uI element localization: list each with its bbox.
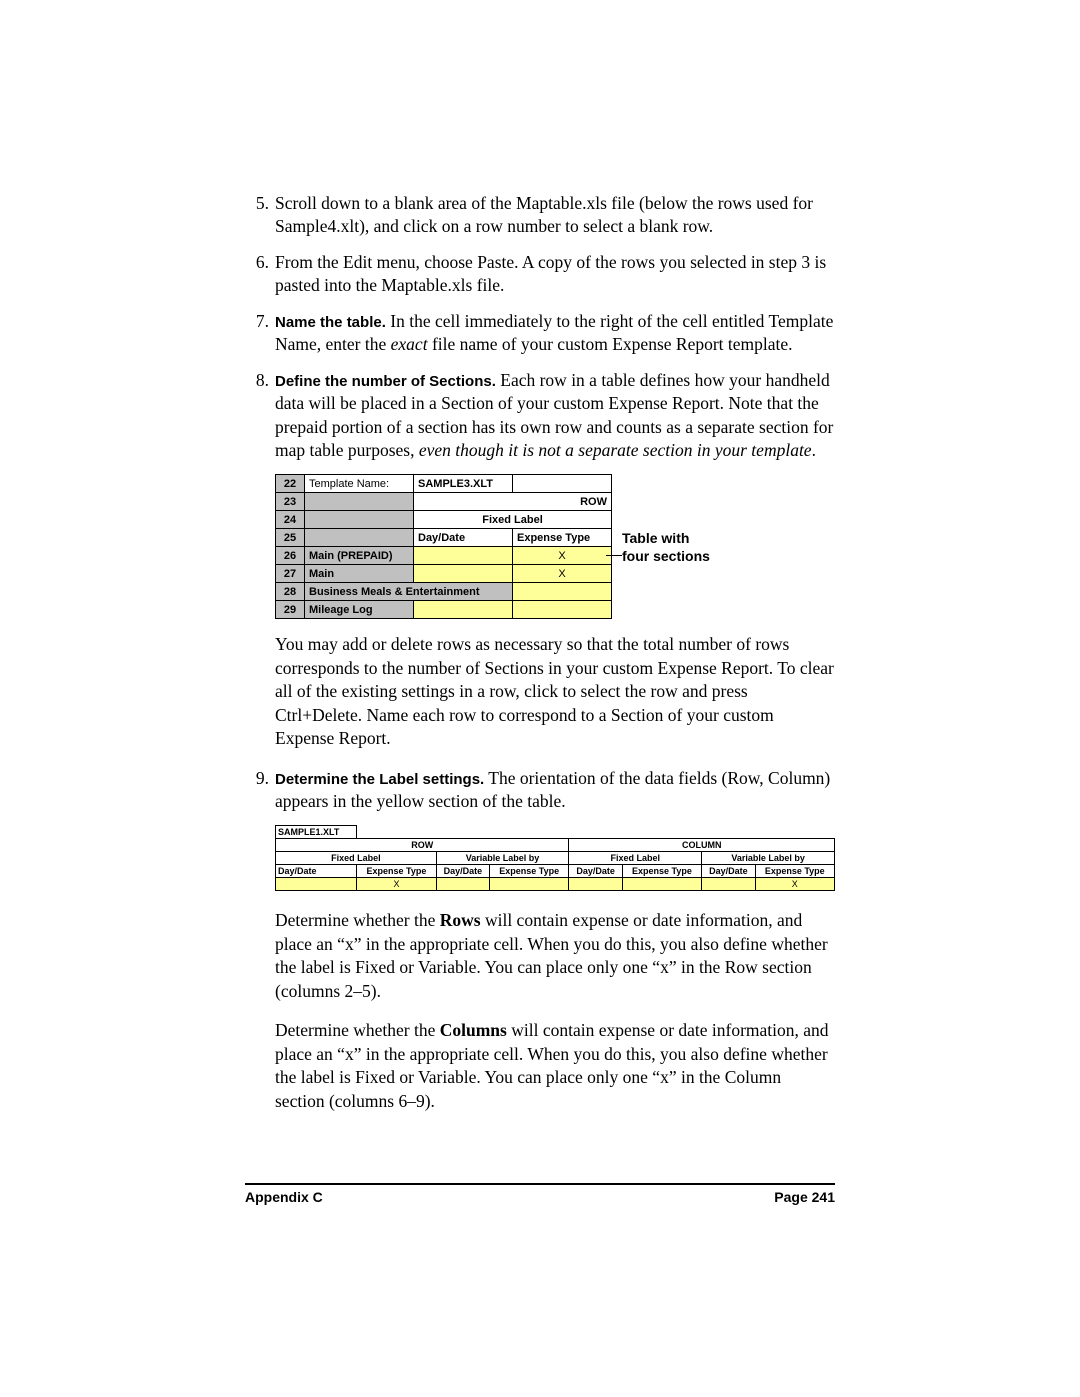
page-footer: Appendix C Page 241	[245, 1183, 835, 1205]
expense-type-col: Expense Type	[357, 865, 436, 878]
step-number: 5.	[245, 192, 275, 239]
callout-label: Table with four sections	[622, 529, 710, 565]
x-mark: X	[513, 565, 612, 583]
step-text: Determine the Label settings. The orient…	[275, 767, 835, 814]
expense-type-col: Expense Type	[622, 865, 701, 878]
step-8: 8. Define the number of Sections. Each r…	[245, 369, 835, 463]
ordered-steps-cont: 9. Determine the Label settings. The ori…	[245, 767, 835, 814]
empty-cell	[513, 475, 612, 493]
row-header: ROW	[276, 839, 569, 852]
content-column: 5. Scroll down to a blank area of the Ma…	[245, 192, 835, 1113]
step-lead: Name the table.	[275, 314, 386, 331]
row-number: 26	[276, 547, 305, 565]
callout-line2: four sections	[622, 548, 710, 564]
row-number: 29	[276, 601, 305, 619]
template-name-value: SAMPLE3.XLT	[414, 475, 513, 493]
row-header: ROW	[414, 493, 612, 511]
para-rows: Determine whether the Rows will contain …	[275, 909, 835, 1003]
empty-cell	[490, 878, 569, 891]
empty-cell	[622, 878, 701, 891]
empty-cell	[276, 878, 357, 891]
expense-type-col: Expense Type	[490, 865, 569, 878]
step-text: Scroll down to a blank area of the Mapta…	[275, 192, 835, 239]
empty-cell	[305, 511, 414, 529]
step-text: Define the number of Sections. Each row …	[275, 369, 835, 463]
empty-cell	[436, 878, 489, 891]
step-em: even though it is not a separate section…	[419, 440, 812, 460]
step-text: Name the table. In the cell immediately …	[275, 310, 835, 357]
rows-bold: Rows	[440, 910, 481, 930]
empty-cell	[414, 547, 513, 565]
x-mark: X	[357, 878, 436, 891]
step-5: 5. Scroll down to a blank area of the Ma…	[245, 192, 835, 239]
step-number: 6.	[245, 251, 275, 298]
daydate-col: Day/Date	[702, 865, 755, 878]
step-7: 7. Name the table. In the cell immediate…	[245, 310, 835, 357]
step-9: 9. Determine the Label settings. The ori…	[245, 767, 835, 814]
empty-cell	[513, 583, 612, 601]
daydate-header: Day/Date	[414, 529, 513, 547]
row-number: 23	[276, 493, 305, 511]
empty-cell	[702, 878, 755, 891]
x-mark: X	[755, 878, 835, 891]
footer-right: Page 241	[774, 1189, 835, 1205]
step-lead: Determine the Label settings.	[275, 771, 484, 788]
x-mark: X	[513, 547, 612, 565]
column-header: COLUMN	[569, 839, 835, 852]
step-number: 7.	[245, 310, 275, 357]
callout-line1: Table with	[622, 530, 689, 546]
step-em: exact	[391, 334, 428, 354]
expense-type-header: Expense Type	[513, 529, 612, 547]
row-number: 25	[276, 529, 305, 547]
empty-cell	[569, 878, 622, 891]
para-columns: Determine whether the Columns will conta…	[275, 1019, 835, 1113]
section-name: Main	[305, 565, 414, 583]
row-number: 28	[276, 583, 305, 601]
step-6: 6. From the Edit menu, choose Paste. A c…	[245, 251, 835, 298]
empty-cell	[414, 565, 513, 583]
step-lead: Define the number of Sections.	[275, 373, 496, 390]
step-text-b: .	[812, 440, 816, 460]
para-rows-a: Determine whether the	[275, 910, 440, 930]
empty-cell	[305, 529, 414, 547]
section-name: Main (PREPAID)	[305, 547, 414, 565]
sample-title: SAMPLE1.XLT	[276, 826, 357, 839]
empty-cell	[513, 601, 612, 619]
step-text-b: file name of your custom Expense Report …	[428, 334, 793, 354]
daydate-col: Day/Date	[276, 865, 357, 878]
section-name: Mileage Log	[305, 601, 414, 619]
template-name-label: Template Name:	[305, 475, 414, 493]
daydate-col: Day/Date	[569, 865, 622, 878]
page: 5. Scroll down to a blank area of the Ma…	[0, 0, 1080, 1397]
fixed-label-header: Fixed Label	[414, 511, 612, 529]
fixed-label: Fixed Label	[276, 852, 437, 865]
expense-type-col: Expense Type	[755, 865, 835, 878]
fixed-label: Fixed Label	[569, 852, 702, 865]
row-number: 22	[276, 475, 305, 493]
row-number: 27	[276, 565, 305, 583]
para-edit-rows: You may add or delete rows as necessary …	[275, 633, 835, 750]
columns-bold: Columns	[440, 1020, 507, 1040]
para-cols-a: Determine whether the	[275, 1020, 440, 1040]
step-number: 8.	[245, 369, 275, 463]
section-name: Business Meals & Entertainment	[305, 583, 513, 601]
footer-left: Appendix C	[245, 1189, 323, 1205]
empty-cell	[305, 493, 414, 511]
empty-cell	[357, 826, 835, 839]
empty-cell	[414, 601, 513, 619]
daydate-col: Day/Date	[436, 865, 489, 878]
figure-label-settings: SAMPLE1.XLT ROW COLUMN Fixed Label Varia…	[275, 825, 835, 891]
step-text: From the Edit menu, choose Paste. A copy…	[275, 251, 835, 298]
row-number: 24	[276, 511, 305, 529]
sections-table: 22 Template Name: SAMPLE3.XLT 23 ROW 24 …	[275, 474, 612, 619]
step-number: 9.	[245, 767, 275, 814]
variable-label: Variable Label by	[702, 852, 835, 865]
figure-sections-table: 22 Template Name: SAMPLE3.XLT 23 ROW 24 …	[275, 474, 835, 619]
ordered-steps: 5. Scroll down to a blank area of the Ma…	[245, 192, 835, 462]
variable-label: Variable Label by	[436, 852, 569, 865]
